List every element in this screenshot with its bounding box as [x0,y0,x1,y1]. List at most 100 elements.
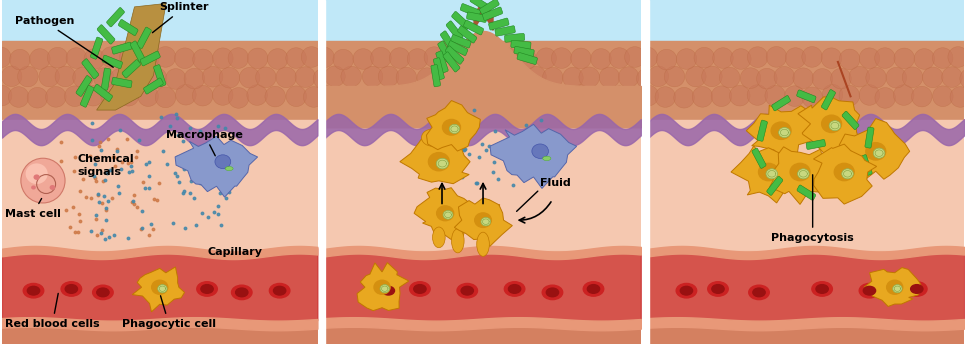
Ellipse shape [942,67,962,87]
Ellipse shape [0,85,12,106]
Ellipse shape [875,88,895,108]
Ellipse shape [849,66,869,87]
Polygon shape [133,267,185,312]
Ellipse shape [498,48,519,68]
Ellipse shape [655,87,676,107]
FancyBboxPatch shape [97,25,115,44]
Ellipse shape [681,286,692,295]
Ellipse shape [25,163,47,184]
Ellipse shape [193,49,213,70]
Ellipse shape [61,282,81,296]
Ellipse shape [409,282,430,296]
Ellipse shape [516,85,536,106]
FancyBboxPatch shape [511,40,531,49]
Ellipse shape [388,86,408,107]
Ellipse shape [481,217,491,226]
Ellipse shape [120,46,140,67]
Polygon shape [731,146,801,203]
Ellipse shape [30,49,50,69]
Bar [649,0,964,41]
Ellipse shape [138,48,159,68]
Ellipse shape [747,85,768,105]
Ellipse shape [552,48,572,68]
Ellipse shape [175,84,197,105]
Text: Macrophage: Macrophage [166,130,243,156]
FancyBboxPatch shape [445,46,464,64]
Ellipse shape [562,67,583,88]
FancyBboxPatch shape [154,65,166,87]
Ellipse shape [508,284,521,293]
Ellipse shape [767,46,787,67]
Ellipse shape [462,48,482,68]
Ellipse shape [461,286,473,295]
Bar [2,41,318,127]
Ellipse shape [267,49,287,69]
Ellipse shape [247,85,267,105]
Ellipse shape [677,49,697,69]
Ellipse shape [531,144,549,158]
Ellipse shape [747,47,768,67]
FancyBboxPatch shape [452,11,470,30]
Ellipse shape [417,68,438,88]
Ellipse shape [731,49,751,69]
Bar [325,0,641,86]
Text: Pathogen: Pathogen [15,16,113,67]
Ellipse shape [137,86,159,106]
Ellipse shape [380,284,389,293]
Ellipse shape [49,185,55,190]
FancyBboxPatch shape [80,85,94,107]
Polygon shape [864,268,923,307]
Ellipse shape [457,283,477,298]
FancyBboxPatch shape [470,0,490,12]
FancyBboxPatch shape [438,41,453,62]
Ellipse shape [753,288,765,297]
FancyBboxPatch shape [103,55,123,69]
Ellipse shape [911,284,923,293]
Text: Chemical: Chemical [77,154,135,164]
Ellipse shape [757,68,777,89]
FancyBboxPatch shape [122,60,140,78]
Ellipse shape [303,87,324,107]
Ellipse shape [771,122,791,139]
Ellipse shape [907,282,927,296]
Ellipse shape [301,47,321,67]
Ellipse shape [536,48,557,68]
Ellipse shape [798,169,809,179]
Ellipse shape [286,48,306,68]
Ellipse shape [152,280,167,294]
Ellipse shape [719,67,740,88]
Bar [325,41,641,127]
FancyBboxPatch shape [118,19,138,36]
Ellipse shape [842,169,854,179]
Ellipse shape [97,288,109,297]
Ellipse shape [45,87,66,107]
FancyBboxPatch shape [431,65,440,87]
FancyBboxPatch shape [514,46,534,57]
Ellipse shape [65,284,77,293]
Ellipse shape [741,68,761,88]
Ellipse shape [589,86,609,107]
Bar [325,120,641,258]
Ellipse shape [677,283,697,298]
Ellipse shape [341,66,361,87]
FancyBboxPatch shape [434,58,444,80]
Ellipse shape [579,67,599,88]
Ellipse shape [712,48,733,68]
FancyBboxPatch shape [757,120,768,141]
FancyBboxPatch shape [443,52,460,72]
Ellipse shape [374,280,390,294]
Ellipse shape [822,84,843,105]
Ellipse shape [774,66,795,87]
Ellipse shape [408,49,428,69]
Ellipse shape [295,67,316,87]
Ellipse shape [118,85,138,106]
Ellipse shape [443,46,464,67]
Ellipse shape [213,85,233,105]
FancyBboxPatch shape [834,183,854,196]
Ellipse shape [474,213,492,227]
FancyBboxPatch shape [489,18,509,30]
FancyBboxPatch shape [76,76,92,96]
Ellipse shape [228,88,249,108]
Ellipse shape [865,143,886,160]
Ellipse shape [101,85,121,105]
